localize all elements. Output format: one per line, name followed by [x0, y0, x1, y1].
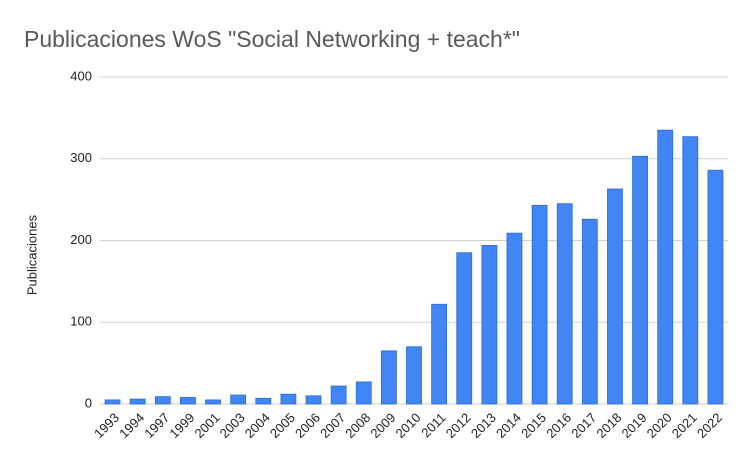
bar [632, 155, 648, 405]
x-tick-label: 2001 [192, 410, 223, 441]
y-tick-label: 400 [70, 68, 92, 83]
bar [682, 136, 699, 405]
x-tick-label: 2009 [367, 410, 398, 441]
bar [657, 129, 674, 405]
bar [205, 399, 221, 405]
bar [230, 394, 247, 405]
x-tick-label: 2011 [418, 410, 448, 440]
y-tick-label: 100 [70, 314, 92, 329]
y-tick-label: 200 [70, 232, 92, 247]
bar [255, 397, 272, 405]
bar [707, 169, 724, 405]
bar [456, 252, 473, 405]
x-tick-label: 2007 [317, 410, 348, 441]
y-tick-label: 300 [70, 150, 92, 165]
bar [481, 245, 498, 405]
x-tick-label: 1997 [141, 410, 172, 441]
y-axis-label: Publicaciones [24, 214, 39, 295]
x-tick-label: 2014 [493, 410, 524, 441]
x-tick-label: 2018 [593, 410, 624, 441]
chart-title: Publicaciones WoS "Social Networking + t… [24, 26, 520, 52]
bar [607, 188, 623, 405]
x-tick-label: 2019 [619, 410, 650, 441]
bar [556, 203, 573, 405]
x-tick-label: 2004 [242, 410, 273, 441]
x-tick-label: 2021 [669, 410, 700, 441]
bar [406, 346, 422, 405]
bar [506, 232, 523, 405]
bar [531, 204, 548, 405]
x-tick-label: 2005 [267, 410, 298, 441]
x-tick-label: 2006 [292, 410, 323, 441]
x-tick-label: 2008 [342, 410, 373, 441]
bar [355, 381, 372, 405]
y-tick-label: 0 [85, 395, 92, 410]
bar [431, 303, 448, 405]
x-tick-label: 2010 [392, 410, 423, 441]
bar [280, 393, 297, 405]
x-tick-label: 2015 [518, 410, 549, 441]
x-tick-label: 2017 [568, 410, 599, 441]
bar [581, 218, 598, 405]
bar [330, 385, 347, 405]
x-tick-label: 2016 [543, 410, 574, 441]
x-tick-label: 2020 [644, 410, 675, 441]
bar [129, 398, 146, 405]
x-tick-label: 1994 [116, 410, 147, 441]
x-tick-label: 2013 [468, 410, 499, 441]
bar [380, 350, 397, 405]
bar [305, 395, 322, 405]
x-tick-label: 2003 [217, 410, 248, 441]
bar [154, 396, 171, 405]
x-tick-label: 1999 [166, 410, 197, 441]
bar [104, 399, 121, 405]
x-tick-label: 2012 [443, 410, 474, 441]
x-tick-label: 1993 [91, 410, 122, 441]
bar [180, 397, 196, 405]
x-tick-label: 2022 [694, 410, 725, 441]
